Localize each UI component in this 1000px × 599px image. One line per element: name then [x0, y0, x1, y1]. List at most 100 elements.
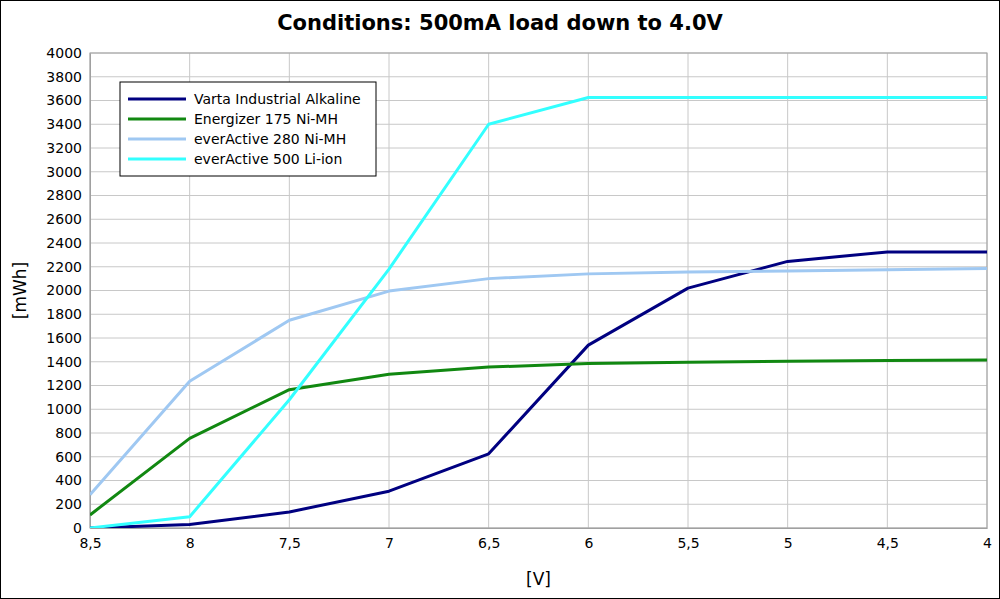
plot: 8,5 8 7,5 7 6,5 6 5,5 5 4,5 4 0 200 400 600 800 1000 120…: [46, 45, 992, 551]
legend-label: Varta Industrial Alkaline: [194, 91, 361, 107]
tick-label: 3600: [46, 92, 82, 108]
tick: 3800: [46, 69, 90, 85]
tick: 1000: [46, 401, 90, 417]
tick: 2000: [46, 282, 90, 298]
legend-label: everActive 500 Li-ion: [194, 151, 342, 167]
tick-label: 6: [584, 535, 593, 551]
series-line: [90, 252, 987, 528]
tick: 5: [784, 528, 793, 551]
tick: 5,5: [677, 528, 699, 551]
tick: 4000: [46, 45, 90, 61]
tick-label: 3800: [46, 69, 82, 85]
tick-label: 2600: [46, 211, 82, 227]
legend-label: everActive 280 Ni-MH: [194, 131, 346, 147]
legend-swatch: [128, 158, 186, 161]
legend-swatch: [128, 138, 186, 141]
tick-label: 1800: [46, 306, 82, 322]
grid-line: [90, 266, 987, 267]
tick-label: 7: [385, 535, 394, 551]
tick-label: 8: [186, 535, 195, 551]
chart: 8,5 8 7,5 7 6,5 6 5,5 5 4,5 4 0 200 400 600 800 1000 120…: [0, 0, 1000, 599]
tick-label: 3000: [46, 164, 82, 180]
grid-line: [90, 385, 987, 386]
series-line: [90, 269, 987, 495]
legend: Varta Industrial Alkaline Energizer 175 N…: [120, 82, 376, 176]
grid: [90, 53, 987, 528]
tick: 800: [55, 425, 90, 441]
grid-line: [588, 53, 589, 528]
grid-line: [90, 243, 987, 244]
grid-line: [787, 53, 788, 528]
y-axis: 0 200 400 600 800 1000 1200 1400 1600 1800 2000 220…: [46, 45, 90, 536]
legend-swatch: [128, 98, 186, 101]
grid-line: [90, 314, 987, 315]
tick: 7,5: [279, 528, 301, 551]
tick: 6: [584, 528, 593, 551]
legend-swatch: [128, 118, 186, 121]
grid-line: [90, 504, 987, 505]
tick: 1200: [46, 377, 90, 393]
tick-label: 1000: [46, 401, 82, 417]
tick-label: 0: [73, 520, 82, 536]
tick: 8,5: [79, 528, 101, 551]
tick-label: 2000: [46, 282, 82, 298]
tick: 3600: [46, 92, 90, 108]
axis-line: [90, 54, 91, 529]
tick-label: 3400: [46, 116, 82, 132]
tick: 400: [55, 472, 90, 488]
tick: 200: [55, 496, 90, 512]
legend-box: [120, 82, 376, 176]
axis-line: [91, 528, 988, 529]
tick-label: 1600: [46, 330, 82, 346]
tick: 7: [385, 528, 394, 551]
tick-label: 800: [55, 425, 82, 441]
tick-label: 2800: [46, 187, 82, 203]
x-axis: 8,5 8 7,5 7 6,5 6 5,5 5 4,5 4: [79, 528, 992, 551]
tick: 4,5: [877, 528, 899, 551]
tick-label: 200: [55, 496, 82, 512]
tick: 3400: [46, 116, 90, 132]
grid-line: [90, 480, 987, 481]
tick: 3200: [46, 140, 90, 156]
tick-label: 7,5: [279, 535, 301, 551]
y-axis-title: [mWh]: [10, 262, 30, 319]
tick: 2800: [46, 187, 90, 203]
tick: 2600: [46, 211, 90, 227]
tick-label: 600: [55, 449, 82, 465]
tick-label: 5,5: [677, 535, 699, 551]
tick-label: 6,5: [478, 535, 500, 551]
title: Conditions: 500mA load down to 4.0V: [277, 11, 723, 35]
grid-line: [90, 219, 987, 220]
tick-label: 1400: [46, 354, 82, 370]
tick: 2400: [46, 235, 90, 251]
tick: 6,5: [478, 528, 500, 551]
tick-label: 4: [983, 535, 992, 551]
series-line: [90, 360, 987, 515]
grid-line: [90, 338, 987, 339]
grid-line: [90, 195, 987, 196]
tick-label: 400: [55, 472, 82, 488]
grid-line: [688, 53, 689, 528]
x-axis-title: [V]: [526, 569, 551, 589]
grid-line: [90, 76, 987, 77]
plot-frame: [90, 53, 987, 528]
legend-label: Energizer 175 Ni-MH: [194, 111, 338, 127]
grid-line: [90, 433, 987, 434]
tick: 3000: [46, 164, 90, 180]
tick: 1800: [46, 306, 90, 322]
background: [1, 1, 1000, 599]
tick-label: 3200: [46, 140, 82, 156]
grid-line: [90, 290, 987, 291]
tick-label: 2400: [46, 235, 82, 251]
tick-label: 4000: [46, 45, 82, 61]
tick: 1600: [46, 330, 90, 346]
tick-label: 4,5: [877, 535, 899, 551]
lines: [90, 98, 987, 528]
tick-label: 1200: [46, 377, 82, 393]
tick: 0: [73, 520, 90, 536]
tick-label: 8,5: [79, 535, 101, 551]
grid-line: [887, 53, 888, 528]
tick: 1400: [46, 354, 90, 370]
tick-label: 5: [784, 535, 793, 551]
tick-label: 2200: [46, 259, 82, 275]
